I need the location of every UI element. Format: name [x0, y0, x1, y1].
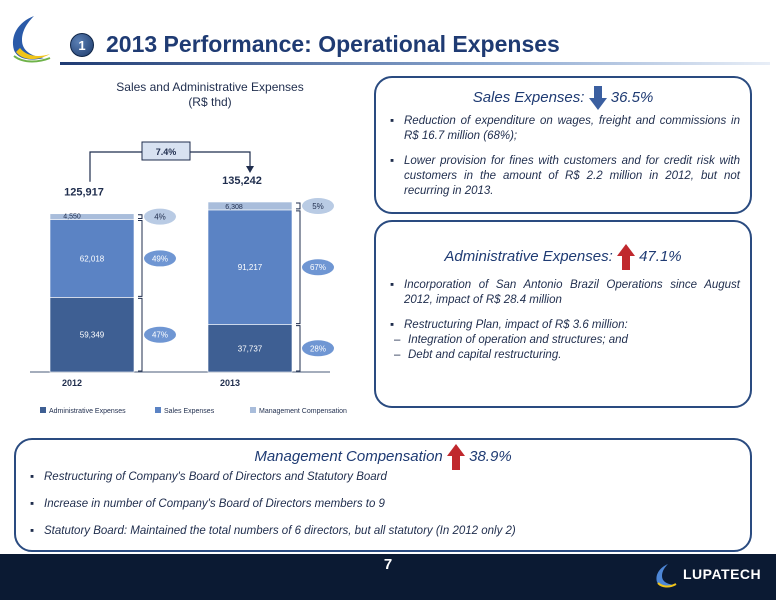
brand-name: LUPATECH [683, 566, 762, 582]
mgmt-bullet-list: Restructuring of Company's Board of Dire… [30, 470, 730, 539]
admin-panel-heading: Administrative Expenses: 47.1% [376, 244, 750, 270]
arrow-down-icon [588, 86, 607, 110]
company-logo-icon [12, 16, 51, 63]
section-number-badge: 1 [70, 33, 94, 57]
total-label: 125,917 [64, 187, 104, 199]
data-label: 37,737 [238, 344, 263, 353]
sales-change-value: 36.5% [610, 88, 654, 106]
list-item: Statutory Board: Maintained the total nu… [30, 524, 730, 539]
segment-bracket [138, 219, 143, 297]
mgmt-change-value: 38.9% [469, 447, 512, 465]
percent-bubble [144, 250, 176, 267]
change-arrowhead [246, 166, 254, 173]
list-item: Restructuring of Company's Board of Dire… [30, 470, 730, 485]
management-compensation-panel: Management Compensation 38.9% Restructur… [14, 438, 752, 552]
segment-bracket [296, 210, 301, 325]
bar-segment [207, 201, 293, 211]
administrative-expenses-panel: Administrative Expenses: 47.1% Incorpora… [374, 220, 752, 408]
page-number: 7 [383, 556, 393, 573]
admin-bullet-list: Incorporation of San Antonio Brazil Oper… [390, 278, 740, 363]
percent-label: 5% [312, 202, 324, 211]
percent-bubble [144, 326, 176, 343]
mgmt-heading-text: Management Compensation [254, 447, 443, 465]
chart-title: Sales and Administrative Expenses [116, 80, 304, 94]
sales-panel-heading: Sales Expenses: 36.5% [376, 86, 750, 110]
percent-label: 67% [310, 263, 326, 272]
segment-bracket [296, 202, 301, 210]
legend-label: Management Compensation [259, 408, 347, 415]
arrow-up-icon [616, 244, 635, 270]
admin-heading-text: Administrative Expenses: [444, 247, 613, 265]
bar-segment [207, 209, 293, 325]
chart-subtitle: (R$ thd) [188, 95, 232, 109]
percent-label: 47% [152, 331, 168, 340]
change-label: 7.4% [156, 147, 177, 157]
data-label: 6,308 [225, 204, 243, 211]
legend-swatch [40, 407, 46, 413]
x-tick-label: 2012 [62, 378, 82, 388]
bar-segment [49, 213, 135, 220]
sales-bullet-list: Reduction of expenditure on wages, freig… [390, 114, 740, 199]
page-title: 2013 Performance: Operational Expenses [106, 31, 560, 57]
segment-bracket [138, 297, 143, 372]
sales-heading-text: Sales Expenses: [472, 88, 585, 106]
legend-label: Administrative Expenses [49, 408, 126, 415]
percent-bubble [302, 197, 334, 214]
mgmt-panel-heading: Management Compensation 38.9% [16, 444, 750, 470]
sales-expenses-panel: Sales Expenses: 36.5% Reduction of expen… [374, 76, 752, 214]
list-item: Incorporation of San Antonio Brazil Oper… [390, 278, 740, 308]
sub-list-item: Debt and capital restructuring. [394, 348, 740, 363]
segment-bracket [296, 325, 301, 372]
lupatech-logo-icon [656, 564, 677, 588]
data-label: 59,349 [80, 331, 105, 340]
list-item: Increase in number of Company's Board of… [30, 497, 730, 512]
legend-label: Sales Expenses [164, 408, 215, 415]
bar-segment [49, 297, 135, 373]
total-label: 135,242 [222, 175, 262, 187]
bar-segment [49, 219, 135, 298]
admin-change-value: 47.1% [639, 247, 682, 265]
percent-bubble [144, 208, 176, 225]
legend-swatch [155, 407, 161, 413]
footer-bar [0, 554, 776, 600]
bar-segment [207, 324, 293, 373]
list-item: Reduction of expenditure on wages, freig… [390, 114, 740, 144]
percent-label: 4% [154, 213, 166, 222]
list-item: Lower provision for fines with customers… [390, 154, 740, 199]
arrow-up-icon [446, 444, 465, 470]
legend-swatch [250, 407, 256, 413]
percent-bubble [302, 259, 334, 276]
change-box [141, 141, 191, 161]
percent-label: 49% [152, 254, 168, 263]
chart-title-block: Sales and Administrative Expenses (R$ th… [60, 80, 360, 110]
data-label: 62,018 [80, 254, 105, 263]
expenses-chart: 59,349 47% 62,018 49% 4,550 4% 2012 125,917 37,7… [30, 141, 347, 415]
percent-label: 28% [310, 344, 326, 353]
data-label: 4,550 [63, 213, 81, 220]
percent-bubble [302, 340, 334, 357]
data-label: 91,217 [238, 263, 263, 272]
title-divider [60, 62, 770, 65]
x-tick-label: 2013 [220, 378, 240, 388]
segment-bracket [138, 214, 143, 219]
list-item: Restructuring Plan, impact of R$ 3.6 mil… [390, 318, 740, 333]
sub-list-item: Integration of operation and structures;… [394, 333, 740, 348]
